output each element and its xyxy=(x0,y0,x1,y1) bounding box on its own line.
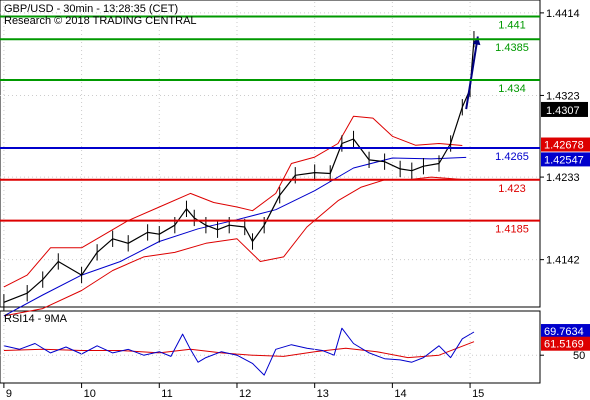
level-label-1.4185: 1.4185 xyxy=(495,224,529,236)
rsi-line xyxy=(3,327,475,376)
rsi-title: RSI14 - 9MA xyxy=(4,313,68,325)
price-tick-label: 1.4414 xyxy=(546,8,580,20)
price-close-line xyxy=(3,39,475,303)
x-tick-label: 13 xyxy=(317,388,329,400)
chart-header-copyright: Research © 2018 TRADING CENTRAL xyxy=(4,15,197,27)
level-label-1.434: 1.434 xyxy=(498,83,526,95)
forecast-arrow-line xyxy=(465,36,479,110)
level-label-1.4265: 1.4265 xyxy=(495,151,529,163)
rsi-ma-value-tag: 61.5169 xyxy=(544,339,584,351)
ma-tag-box xyxy=(541,152,590,167)
rsi-ma-value-tag-box xyxy=(541,336,590,351)
chart-header-symbol: GBP/USD - 30min - 13:28:35 (CET) xyxy=(4,3,178,15)
x-axis-ticks: 9 10 11 12 13 14 15 xyxy=(3,313,484,400)
level-label-1.441: 1.441 xyxy=(498,20,526,32)
current-price-tag: 1.4307 xyxy=(546,105,580,117)
price-tick-label: 1.4323 xyxy=(546,90,580,102)
bollinger-tag-box xyxy=(541,137,590,152)
x-tick-label: 14 xyxy=(394,388,406,400)
rsi-value-tag-box xyxy=(541,324,590,339)
x-tick-label: 15 xyxy=(472,388,484,400)
current-price-tag-box xyxy=(541,101,588,117)
price-tick-label: 1.4142 xyxy=(546,255,580,267)
rsi-tick-label: 50 xyxy=(573,350,585,362)
level-label-1.4385: 1.4385 xyxy=(495,42,529,54)
price-axis-labels: 1.4414 1.4323 1.4233 1.4142 1.4307 1.42678 1.4… xyxy=(540,8,590,267)
bollinger-upper-line xyxy=(3,115,463,288)
x-tick-label: 11 xyxy=(161,388,172,400)
x-tick-label: 9 xyxy=(6,388,12,400)
ma-tag-label: 1.42547 xyxy=(544,154,584,166)
price-panel-frame xyxy=(0,0,541,308)
price-tick-label: 1.4233 xyxy=(546,172,580,184)
rsi-panel-frame xyxy=(0,310,541,384)
rsi-ma-line xyxy=(3,341,475,359)
rsi-value-tag: 69.7634 xyxy=(544,326,584,338)
bollinger-tag-label: 1.42678 xyxy=(544,140,584,152)
support-resistance-levels: 1.441 1.4385 1.434 1.4265 1.423 1.4185 xyxy=(0,15,540,236)
x-tick-label: 10 xyxy=(84,388,96,400)
x-tick-label: 12 xyxy=(239,388,251,400)
level-label-1.423: 1.423 xyxy=(498,183,526,195)
forecast-arrow-head xyxy=(472,36,481,46)
